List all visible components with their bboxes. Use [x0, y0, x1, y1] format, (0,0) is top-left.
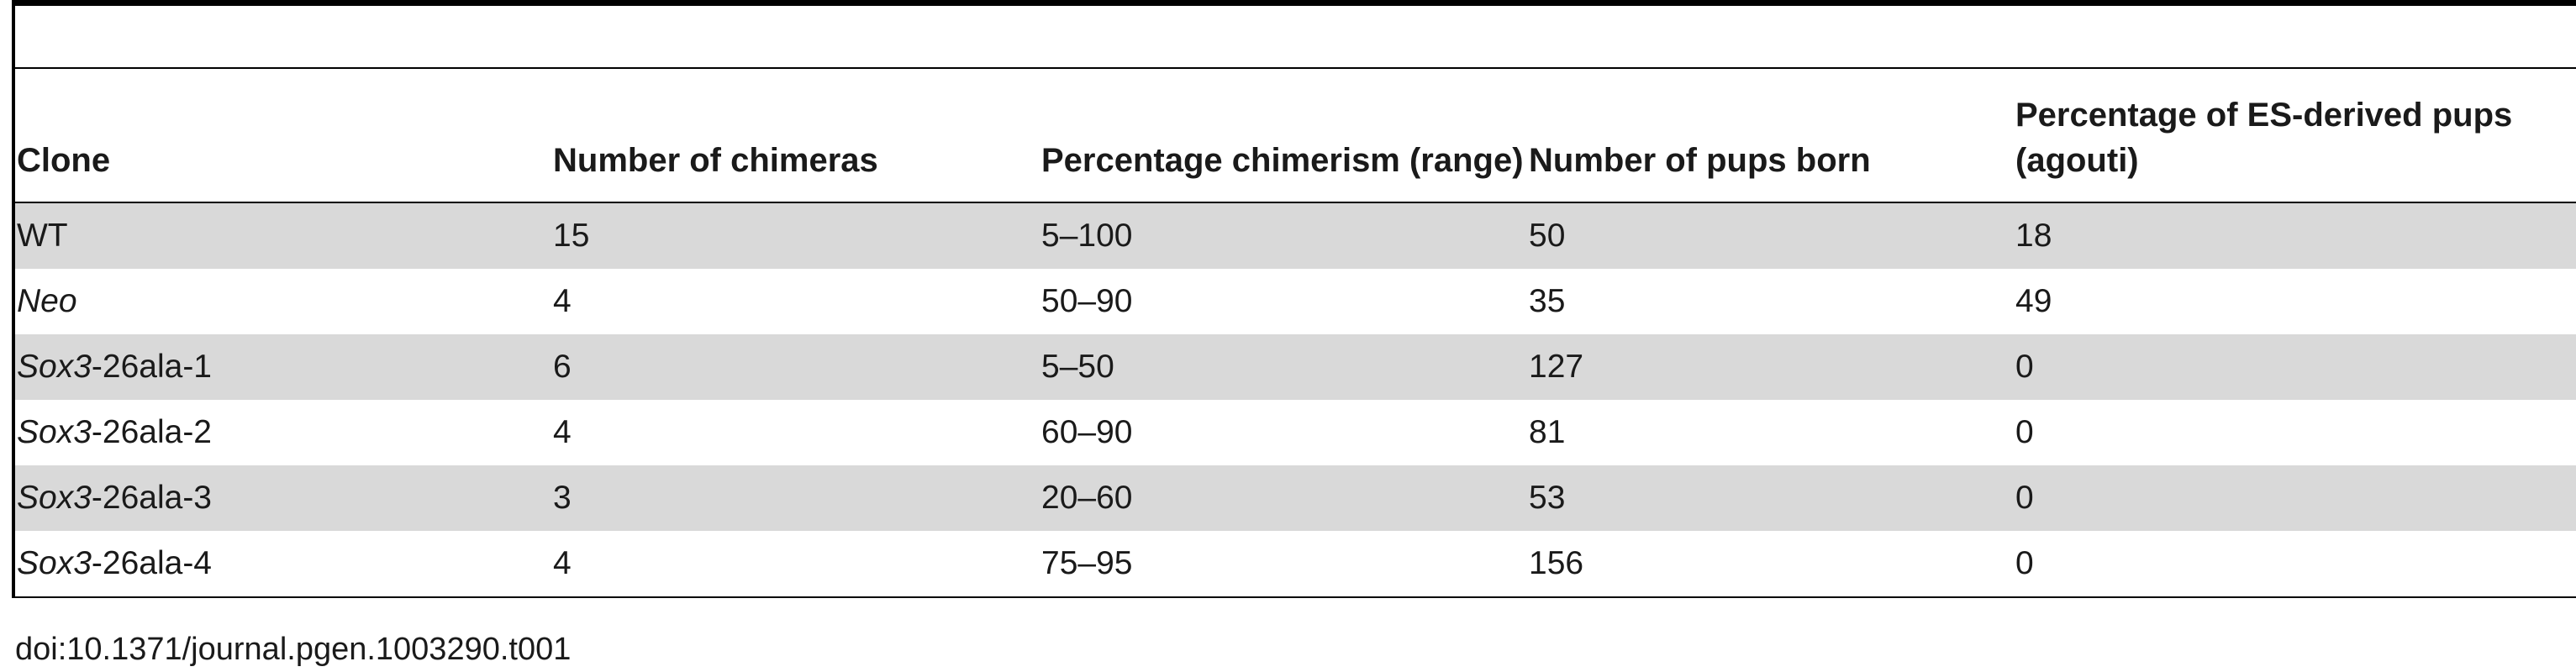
cell-clone: Sox3-26ala-1: [15, 334, 551, 400]
header-chimeras: Number of chimeras: [551, 67, 1040, 203]
header-chimerism: Percentage chimerism (range): [1040, 67, 1527, 203]
cell-chimerism: 5–100: [1040, 202, 1527, 269]
cell-chimerism: 60–90: [1041, 414, 1133, 450]
cell-es-pups: 18: [2014, 202, 2576, 269]
cell-pups: 127: [1527, 334, 2014, 400]
cell-clone: Sox3-26ala-4: [15, 531, 551, 598]
top-rule: [12, 0, 2576, 6]
cell-chimeras: 4: [553, 283, 572, 319]
header-pups: Number of pups born: [1527, 67, 2014, 203]
doi-caption: doi:10.1371/journal.pgen.1003290.t001: [15, 632, 572, 667]
cell-es-pups: 0: [2015, 414, 2034, 450]
cell-chimerism: 20–60: [1040, 465, 1527, 531]
table-header-row: Clone Number of chimeras Percentage chim…: [15, 67, 2576, 203]
table-row: Sox3-26ala-4 4 75–95 156 0: [15, 531, 2576, 598]
cell-chimerism: 5–50: [1040, 334, 1527, 400]
cell-clone: WT: [15, 202, 551, 269]
cell-chimeras: 3: [551, 465, 1040, 531]
cell-pups: 53: [1527, 465, 2014, 531]
cell-pups: 81: [1529, 414, 1566, 450]
cell-clone: Neo: [17, 283, 77, 319]
table-row: WT 15 5–100 50 18: [15, 202, 2576, 269]
cell-pups: 156: [1527, 531, 2014, 598]
header-es-pups: Percentage of ES-derived pups (agouti): [2014, 67, 2576, 203]
cell-pups: 50: [1527, 202, 2014, 269]
cell-chimeras: 4: [553, 414, 572, 450]
table-row: Sox3-26ala-2 4 60–90 81 0: [15, 400, 2576, 465]
cell-es-pups: 49: [2015, 283, 2052, 319]
header-clone: Clone: [15, 67, 551, 203]
cell-chimerism: 50–90: [1041, 283, 1133, 319]
cell-es-pups: 0: [2014, 465, 2576, 531]
cell-clone: Sox3-26ala-2: [17, 414, 212, 450]
table-row: Sox3-26ala-1 6 5–50 127 0: [15, 334, 2576, 400]
cell-clone: Sox3-26ala-3: [15, 465, 551, 531]
table-row: Sox3-26ala-3 3 20–60 53 0: [15, 465, 2576, 531]
cell-es-pups: 0: [2014, 334, 2576, 400]
cell-chimeras: 4: [551, 531, 1040, 598]
data-table: Clone Number of chimeras Percentage chim…: [15, 67, 2576, 598]
cell-chimeras: 6: [551, 334, 1040, 400]
cell-chimerism: 75–95: [1040, 531, 1527, 598]
cell-chimeras: 15: [551, 202, 1040, 269]
cell-es-pups: 0: [2014, 531, 2576, 598]
table-row: Neo 4 50–90 35 49: [15, 269, 2576, 334]
left-rule: [12, 0, 15, 598]
cell-pups: 35: [1529, 283, 1566, 319]
data-table-container: Clone Number of chimeras Percentage chim…: [15, 67, 2576, 598]
